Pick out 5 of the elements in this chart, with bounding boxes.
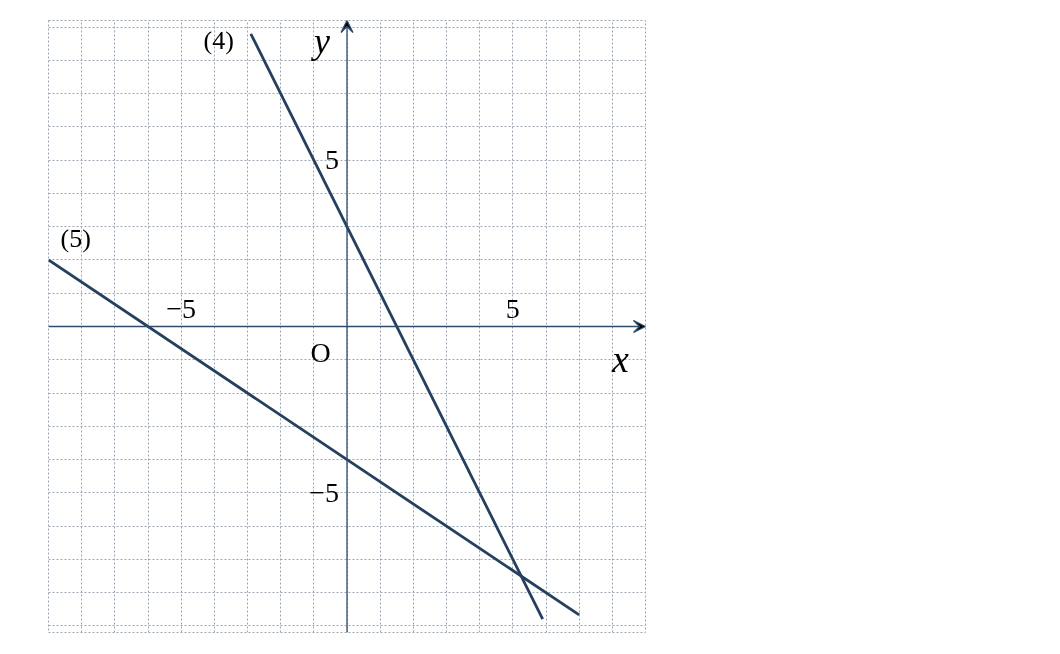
x-axis-title: x xyxy=(611,337,630,380)
annotation: (4) xyxy=(203,26,234,55)
annotation: (5) xyxy=(60,224,91,253)
y-axis-title: y xyxy=(311,20,331,61)
annotation: O xyxy=(310,337,331,368)
